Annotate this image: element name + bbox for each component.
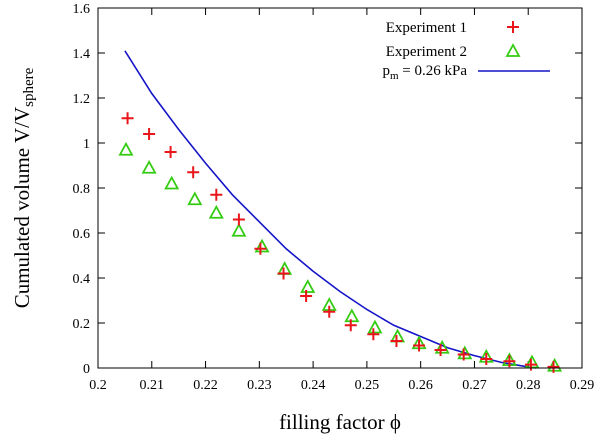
y-tick-label: 0.4: [73, 272, 91, 287]
data-point-experiment-1: [323, 305, 336, 318]
legend-model-name: p: [382, 63, 390, 79]
data-point-experiment-2: [300, 279, 316, 293]
legend-swatch-experiment-1: [507, 21, 519, 33]
legend-label-experiment-1: Experiment 1: [386, 20, 467, 36]
legend: Experiment 1 Experiment 2 pm = 0.26 kPa: [382, 20, 550, 82]
data-point-experiment-1: [547, 360, 560, 373]
data-point-experiment-2: [547, 357, 563, 372]
data-point-experiment-1: [480, 353, 493, 365]
legend-model-suffix: = 0.26 kPa: [399, 63, 468, 79]
legend-label-model: pm = 0.26 kPa: [382, 63, 467, 82]
data-point-experiment-2: [390, 328, 406, 343]
data-point-experiment-1: [254, 242, 267, 255]
data-point-experiment-1: [457, 348, 470, 361]
data-point-experiment-1: [344, 319, 357, 332]
data-point-experiment-2: [344, 308, 360, 323]
data-point-experiment-2: [164, 175, 180, 190]
data-point-experiment-1: [121, 112, 134, 125]
data-point-experiment-2: [118, 141, 134, 156]
legend-label-experiment-2: Experiment 2: [386, 44, 467, 60]
data-point-experiment-2: [254, 238, 270, 253]
y-axis-label-main: Cumulated volume V/V: [10, 107, 34, 308]
data-point-experiment-1: [300, 290, 313, 302]
data-point-experiment-1: [164, 146, 177, 158]
y-tick-label: 1.2: [73, 92, 91, 107]
data-point-experiment-2: [277, 261, 293, 275]
data-point-experiment-1: [143, 128, 156, 140]
model-curve-line: [124, 50, 537, 369]
data-point-experiment-1: [413, 339, 426, 352]
data-point-experiment-1: [367, 328, 380, 341]
data-point-experiment-1: [277, 267, 290, 280]
y-tick-label: 1.6: [73, 2, 91, 17]
x-tick-label: 0.28: [516, 378, 541, 393]
series-layer: [118, 50, 563, 373]
x-tick-label: 0.27: [462, 378, 487, 393]
y-tick-label: 1.4: [73, 47, 91, 62]
data-point-experiment-1: [503, 355, 516, 368]
x-tick-label: 0.26: [408, 378, 433, 393]
data-point-experiment-2: [231, 222, 247, 237]
data-point-experiment-1: [390, 335, 403, 347]
y-axis-label: Cumulated volume V/Vsphere: [10, 67, 37, 308]
data-point-experiment-2: [208, 204, 224, 219]
legend-model-sub: m: [390, 70, 399, 82]
data-point-experiment-1: [210, 188, 223, 201]
data-point-experiment-2: [367, 319, 383, 334]
y-tick-label: 0.6: [73, 227, 91, 242]
data-point-experiment-1: [232, 213, 245, 226]
y-tick-label: 1: [83, 137, 90, 152]
x-tick-label: 0.25: [355, 378, 380, 393]
x-tick-label: 0.21: [140, 378, 165, 393]
x-tick-label: 0.24: [301, 378, 326, 393]
x-tick-label: 0.22: [193, 378, 218, 393]
y-tick-label: 0: [83, 362, 90, 377]
data-point-experiment-2: [457, 345, 473, 360]
y-axis-label-sub: sphere: [21, 67, 37, 106]
plot-frame: [97, 7, 583, 369]
x-axis-label: filling factor ϕ: [279, 410, 401, 434]
ticks-layer: 0.2 0.21 0.22 0.23 0.24 0.25 0.26 0.27 0.28 0.290…: [73, 2, 595, 393]
x-tick-label: 0.29: [570, 378, 595, 393]
legend-swatches: [478, 21, 550, 72]
data-point-experiment-2: [141, 159, 157, 174]
data-point-experiment-2: [524, 354, 540, 369]
x-tick-label: 0.23: [247, 378, 272, 393]
legend-swatch-experiment-2: [505, 43, 521, 57]
x-tick-label: 0.2: [89, 378, 107, 393]
data-point-experiment-1: [524, 358, 537, 371]
data-point-experiment-2: [187, 191, 203, 206]
data-point-experiment-1: [187, 166, 200, 179]
data-point-experiment-1: [434, 344, 447, 356]
y-tick-label: 0.2: [73, 317, 91, 332]
data-point-experiment-2: [434, 339, 450, 354]
y-tick-label: 0.8: [73, 182, 91, 197]
